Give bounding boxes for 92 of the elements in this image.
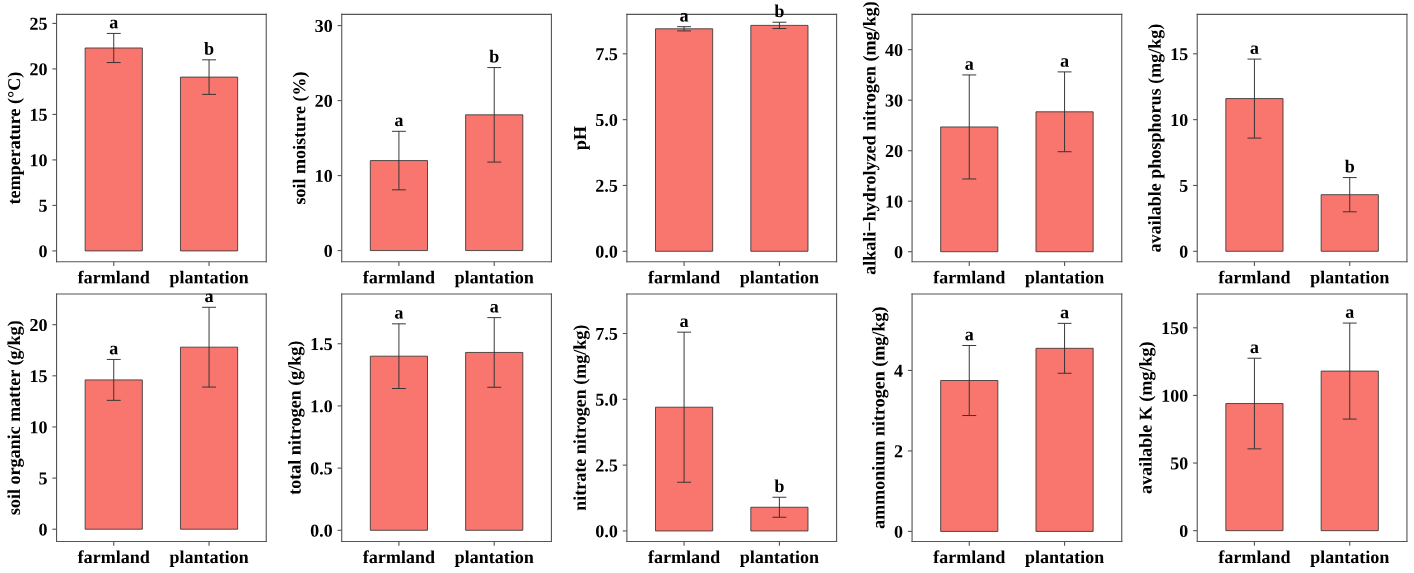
annotation: a bbox=[394, 117, 404, 127]
y-tick-label: 20 bbox=[30, 318, 47, 332]
y-tick-label: 15 bbox=[30, 108, 47, 121]
annotation: a bbox=[1250, 45, 1259, 55]
y-axis-title: ammonium nitrogen (mg/kg) bbox=[871, 307, 889, 529]
annotation: b bbox=[774, 479, 784, 493]
x-tick-label: farmland bbox=[933, 270, 1006, 284]
y-axis-title: nitrate nitrogen (mg/kg) bbox=[573, 325, 590, 511]
x-tick-label: plantation bbox=[1025, 270, 1104, 288]
y-tick-label: 5 bbox=[39, 199, 47, 212]
y-tick-label: 10 bbox=[30, 421, 47, 434]
y-tick-label: 0 bbox=[894, 245, 903, 259]
y-tick-label: 10 bbox=[886, 195, 903, 208]
annotation: a bbox=[490, 303, 499, 313]
y-axis-title: available K (mg/kg) bbox=[1139, 342, 1156, 494]
x-tick-label: farmland bbox=[77, 270, 150, 284]
y-tick-label: 30 bbox=[315, 19, 333, 33]
y-tick-label: 10 bbox=[1171, 113, 1188, 127]
x-tick-label: plantation bbox=[1310, 270, 1390, 288]
x-tick-label: plantation bbox=[454, 270, 534, 288]
annotation: a bbox=[680, 12, 689, 22]
annotation: a bbox=[1250, 344, 1259, 354]
y-tick-label: 0 bbox=[324, 244, 333, 258]
y-axis-title: soil organic matter (g/kg) bbox=[7, 321, 24, 515]
annotation: a bbox=[1060, 58, 1069, 67]
y-tick-label: 0 bbox=[894, 525, 903, 538]
y-tick-label: 5.0 bbox=[596, 113, 618, 127]
annotation: a bbox=[965, 61, 974, 70]
x-tick-label: farmland bbox=[933, 550, 1006, 564]
x-tick-label: plantation bbox=[169, 550, 249, 567]
x-tick-label: farmland bbox=[648, 270, 720, 284]
y-axis-title: alkali−hydrolyzed nitrogen (mg/kg) bbox=[862, 2, 880, 275]
y-tick-label: 100 bbox=[1162, 389, 1188, 402]
y-tick-label: 5.0 bbox=[596, 393, 618, 406]
y-tick-label: 0.5 bbox=[310, 462, 333, 475]
y-tick-label: 0.0 bbox=[310, 524, 333, 537]
x-tick-label: farmland bbox=[648, 550, 720, 564]
y-axis-title: pH bbox=[574, 126, 590, 150]
y-axis-title: soil moisture (%) bbox=[292, 72, 310, 205]
x-tick-label: plantation bbox=[740, 550, 819, 567]
annotation: a bbox=[109, 345, 118, 355]
annotation: a bbox=[1060, 309, 1069, 319]
y-tick-label: 0 bbox=[39, 245, 47, 258]
annotation: a bbox=[1345, 309, 1354, 319]
y-tick-label: 30 bbox=[885, 94, 903, 107]
annotation: a bbox=[109, 19, 118, 29]
x-tick-label: farmland bbox=[77, 550, 150, 564]
x-tick-label: farmland bbox=[362, 270, 435, 284]
y-tick-label: 5 bbox=[39, 472, 47, 485]
y-tick-label: 0.0 bbox=[595, 525, 618, 538]
y-tick-label: 2.5 bbox=[596, 459, 618, 472]
x-tick-label: plantation bbox=[1025, 550, 1104, 567]
x-tick-label: farmland bbox=[1218, 550, 1291, 564]
x-tick-label: plantation bbox=[454, 550, 534, 567]
y-tick-label: 20 bbox=[315, 94, 333, 108]
x-tick-label: farmland bbox=[362, 550, 435, 564]
y-axis-title: temperature (°C) bbox=[7, 72, 24, 205]
x-tick-label: farmland bbox=[1218, 270, 1291, 284]
y-tick-label: 1.0 bbox=[311, 400, 333, 413]
y-tick-label: 10 bbox=[316, 169, 333, 183]
y-tick-label: 5 bbox=[1179, 179, 1188, 192]
y-tick-label: 0 bbox=[39, 523, 47, 536]
annotation: b bbox=[204, 42, 214, 55]
y-axis-title: available phosphorus (mg/kg) bbox=[1148, 24, 1165, 252]
y-tick-label: 15 bbox=[1171, 48, 1188, 61]
annotation: a bbox=[680, 318, 689, 328]
y-tick-label: 1.5 bbox=[311, 338, 333, 351]
y-tick-label: 7.5 bbox=[596, 327, 618, 341]
y-tick-label: 0.0 bbox=[595, 245, 618, 258]
y-tick-label: 150 bbox=[1162, 322, 1188, 335]
y-tick-label: 2 bbox=[894, 445, 903, 458]
y-tick-label: 0 bbox=[1179, 524, 1188, 538]
y-tick-label: 25 bbox=[30, 17, 47, 30]
y-tick-label: 40 bbox=[885, 43, 903, 57]
annotation: b bbox=[489, 49, 499, 63]
annotation: a bbox=[205, 293, 214, 303]
y-axis-title: total nitrogen (g/kg) bbox=[288, 341, 305, 495]
y-tick-label: 4 bbox=[894, 364, 903, 377]
annotation: a bbox=[965, 331, 974, 341]
y-tick-label: 50 bbox=[1170, 457, 1188, 470]
y-tick-label: 7.5 bbox=[596, 48, 618, 61]
x-tick-label: plantation bbox=[1310, 550, 1390, 567]
y-tick-label: 20 bbox=[30, 63, 47, 76]
annotation: b bbox=[1344, 159, 1355, 173]
x-tick-label: plantation bbox=[740, 270, 819, 288]
y-tick-label: 2.5 bbox=[596, 179, 618, 192]
annotation: a bbox=[394, 310, 404, 319]
x-tick-label: plantation bbox=[169, 270, 249, 288]
y-tick-label: 10 bbox=[30, 154, 47, 167]
y-tick-label: 20 bbox=[885, 144, 903, 158]
y-tick-label: 15 bbox=[30, 370, 47, 383]
y-tick-label: 0 bbox=[1179, 245, 1188, 258]
